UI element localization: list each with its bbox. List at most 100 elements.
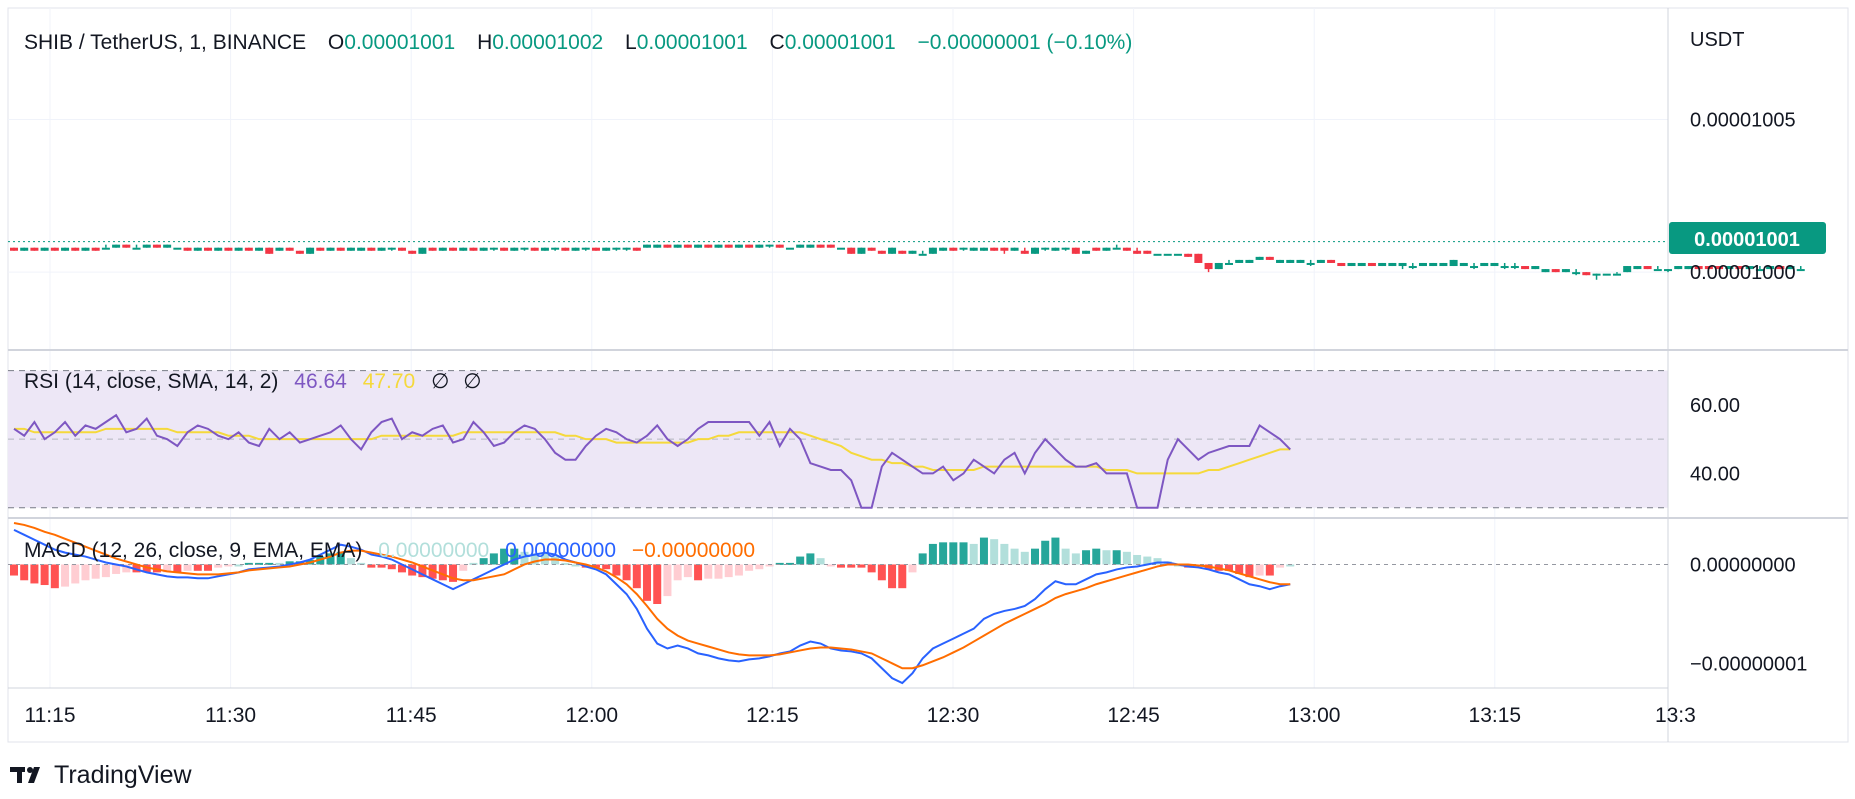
time-tick-label: 12:45 [1107,704,1160,727]
candle-body [1143,250,1152,254]
macd-legend[interactable]: MACD (12, 26, close, 9, EMA, EMA) 0.0000… [24,539,755,562]
candle-body [1133,250,1142,254]
candle-body [1010,247,1019,251]
candle-body [908,250,917,254]
candle-body [1041,247,1050,250]
candle-body [939,247,948,251]
macd-histogram-bar [724,564,733,578]
macd-histogram-bar [990,539,999,565]
macd-histogram-bar [714,564,723,579]
signal-legend-value: −0.00000000 [632,539,755,562]
tradingview-brand[interactable]: TradingView [10,760,192,790]
macd-histogram-bar [122,564,131,573]
candle-body [867,247,876,251]
macd-line [13,528,1291,685]
macd-histogram-bar [847,564,856,568]
time-tick-label: 13:3 [1655,704,1696,727]
macd-histogram-bar [959,542,968,565]
macd-histogram-bar [1235,564,1244,574]
candle-body [785,247,794,250]
low-prefix: L [625,31,637,54]
candle-body [1367,262,1376,267]
candle-body [1592,273,1601,276]
candle-body [203,247,212,251]
candle-body [663,244,672,248]
symbol-exchange: BINANCE [213,31,306,54]
rsi-legend[interactable]: RSI (14, close, SMA, 14, 2) 46.64 47.70 … [24,370,482,393]
candle-body [1102,247,1111,251]
candle-body [1664,269,1673,272]
trading-chart[interactable]: 0.00001005 0.00001000 60.00 40.00 0.000000… [0,0,1855,750]
candle-body [234,247,243,251]
candle-body [101,247,110,250]
candle-body [1725,266,1734,270]
last-price-tag [1669,222,1826,254]
symbol-interval: 1 [189,31,201,54]
candle-body [81,247,90,251]
candle-body [561,247,570,251]
high-value: 0.00001002 [492,31,603,54]
price-tick-label: 0.00001000 [1690,262,1796,284]
candle-body [806,244,815,248]
macd-histogram-bar [449,564,458,582]
candle-body [979,247,988,251]
candle-body [10,247,18,251]
macd-histogram-bar [1092,548,1101,565]
candle-body [61,247,70,251]
macd-histogram-bar [908,564,917,573]
macd-histogram-bar [643,564,652,601]
candle-body [30,247,39,251]
high-prefix: H [477,31,492,54]
candle-body [1429,262,1438,267]
symbol-name: SHIB / TetherUS [24,31,178,54]
candle-body [408,250,417,254]
candle-body [745,244,754,248]
candle-body [500,247,509,251]
macd-histogram-bar [745,564,754,571]
macd-histogram-bar [969,543,978,565]
candle-body [1173,253,1182,256]
candle-body [1061,247,1070,250]
candle-body [1388,262,1397,267]
candle-body [653,244,662,248]
macd-histogram-bar [734,564,743,576]
macd-histogram-bar [183,564,192,571]
macd-histogram-bar [888,564,897,589]
candle-body [438,247,447,251]
candle-body [632,247,641,251]
candle-body [1470,266,1479,269]
time-axis[interactable]: 11:15 11:30 11:45 12:00 12:15 12:30 12:45 13:00… [25,704,1696,727]
macd-histogram-bar [203,564,212,571]
macd-tick-label: −0.00000001 [1690,653,1807,675]
change-value: −0.00000001 (−0.10%) [917,31,1132,54]
macd-histogram-bar [1000,543,1009,565]
candle-body [112,244,121,248]
candle-body [1490,262,1499,267]
candle-body [775,244,784,248]
macd-histogram-bar [367,564,376,568]
candle-body [1643,266,1652,270]
candle-body [622,247,631,250]
candle-body [1276,259,1285,263]
symbol-legend[interactable]: SHIB / TetherUS, 1, BINANCE O0.00001001 … [24,31,1132,54]
macd-histogram-bar [1010,548,1019,565]
rsi-legend-name: RSI (14, close, SMA, 14, 2) [24,370,278,393]
candle-body [449,247,458,251]
macd-histogram-bar [673,564,682,581]
macd-histogram-bar [694,564,703,581]
macd-histogram-bar [428,564,437,579]
macd-histogram-bar [520,551,529,565]
time-tick-label: 12:30 [927,704,980,727]
candle-body [91,247,100,251]
macd-histogram-bar [928,543,937,565]
macd-histogram-bar [867,564,876,573]
candle-body [244,247,253,251]
candle-body [428,247,437,251]
candle-body [510,247,519,251]
time-tick-label: 12:15 [746,704,799,727]
candle-body [316,247,325,251]
price-axis[interactable]: 0.00001005 0.00001000 [1690,109,1796,284]
candle-body [1786,266,1795,270]
close-prefix: C [770,31,785,54]
macd-histogram-bar [653,564,662,604]
